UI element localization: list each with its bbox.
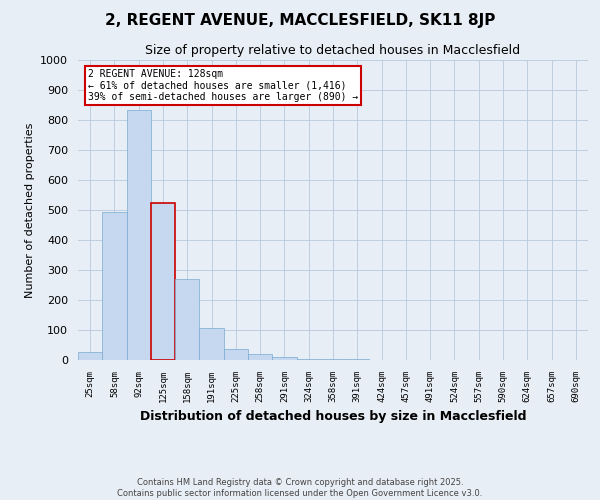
Bar [272,357,296,360]
Bar [175,279,199,360]
Bar [102,212,127,360]
Bar [224,349,248,360]
X-axis label: Distribution of detached houses by size in Macclesfield: Distribution of detached houses by size … [140,410,526,424]
Bar [296,358,321,360]
Bar [199,328,224,360]
Text: Contains HM Land Registry data © Crown copyright and database right 2025.
Contai: Contains HM Land Registry data © Crown c… [118,478,482,498]
Bar [345,358,370,360]
Title: Size of property relative to detached houses in Macclesfield: Size of property relative to detached ho… [145,44,521,58]
Bar [248,354,272,360]
Bar [78,352,102,360]
Text: 2, REGENT AVENUE, MACCLESFIELD, SK11 8JP: 2, REGENT AVENUE, MACCLESFIELD, SK11 8JP [105,12,495,28]
Bar [321,359,345,360]
Text: 2 REGENT AVENUE: 128sqm
← 61% of detached houses are smaller (1,416)
39% of semi: 2 REGENT AVENUE: 128sqm ← 61% of detache… [88,69,358,102]
Bar [127,110,151,360]
Bar [151,203,175,360]
Y-axis label: Number of detached properties: Number of detached properties [25,122,35,298]
